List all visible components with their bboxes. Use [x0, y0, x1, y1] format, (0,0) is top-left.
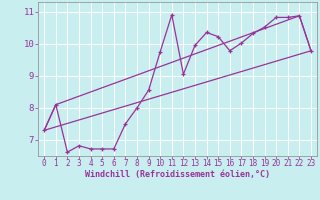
X-axis label: Windchill (Refroidissement éolien,°C): Windchill (Refroidissement éolien,°C): [85, 170, 270, 179]
